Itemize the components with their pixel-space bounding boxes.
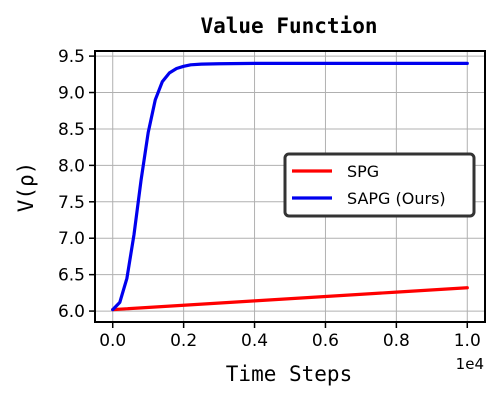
series-line-spg (111, 286, 469, 312)
y-axis-label: V(ρ) (14, 162, 38, 213)
x-tick-label: 0.4 (241, 331, 268, 351)
x-tick-label: 1.0 (454, 331, 481, 351)
series-layer (111, 61, 469, 312)
chart-title: Value Function (200, 14, 377, 38)
y-tick-label: 7.0 (58, 229, 85, 249)
x-tick-label: 0.8 (383, 331, 410, 351)
plot-frame (94, 50, 486, 323)
x-axis-label: Time Steps (226, 362, 352, 386)
x-axis: 0.0 0.2 0.4 0.6 0.8 1.0 (99, 322, 481, 351)
y-tick-label: 6.5 (58, 266, 85, 286)
x-tick-label: 0.2 (170, 331, 197, 351)
legend-label-sapg-ours: SAPG (Ours) (347, 189, 446, 208)
y-tick-label: 9.5 (58, 47, 85, 67)
legend: SPG SAPG (Ours) (283, 152, 476, 218)
y-tick-label: 6.0 (58, 302, 85, 322)
y-tick-label: 8.5 (58, 120, 85, 140)
series-line-sapg-ours (111, 61, 469, 312)
y-tick-label: 9.0 (58, 84, 85, 104)
y-tick-label: 7.5 (58, 193, 85, 213)
y-axis: 6.0 6.5 7.0 7.5 8.0 8.5 9.0 9.5 (58, 47, 95, 322)
legend-box (283, 152, 476, 218)
y-tick-label: 8.0 (58, 156, 85, 176)
x-tick-label: 0.0 (99, 331, 126, 351)
x-tick-label: 0.6 (312, 331, 339, 351)
legend-label-spg: SPG (347, 162, 379, 181)
x-axis-offset-label: 1e4 (456, 355, 484, 373)
